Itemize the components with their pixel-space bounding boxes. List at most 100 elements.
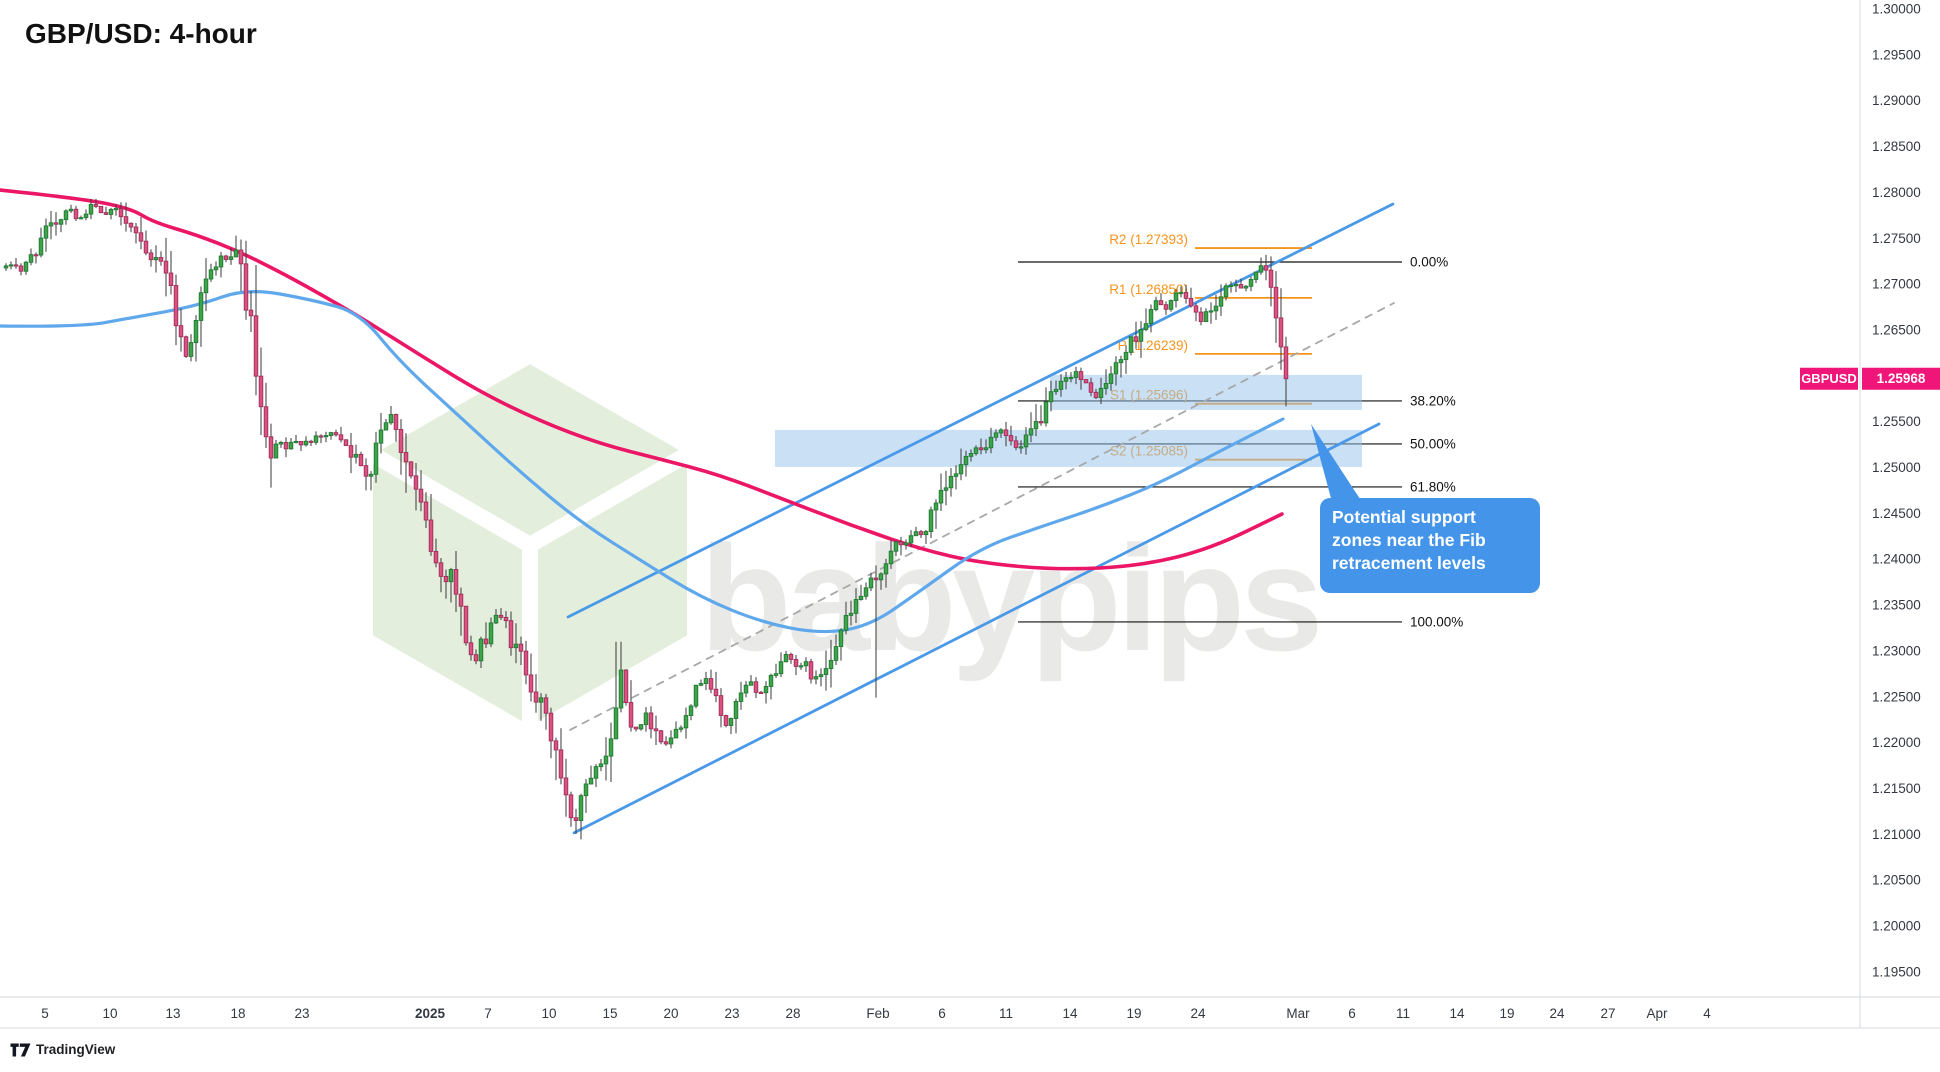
bull-candle [23, 261, 29, 272]
price-tick-label[interactable]: 1.20000 [1872, 919, 1921, 934]
time-tick-label[interactable]: 19 [1499, 1006, 1514, 1021]
annotation-callout: Potential support zones near the Fib ret… [1320, 498, 1540, 593]
bear-candle [298, 441, 304, 446]
bear-candle [753, 681, 759, 693]
time-tick-label[interactable]: 11 [999, 1006, 1013, 1021]
pivot-label: R1 (1.26850) [1109, 282, 1188, 297]
callout-pointer [1311, 424, 1362, 502]
time-tick-label[interactable]: 4 [1703, 1006, 1711, 1021]
time-tick-label[interactable]: 6 [938, 1006, 946, 1021]
time-tick-label[interactable]: 11 [1396, 1006, 1410, 1021]
bull-candle [1228, 284, 1234, 287]
bull-candle [203, 278, 209, 294]
bull-candle [1233, 284, 1239, 287]
time-tick-label[interactable]: 28 [785, 1006, 800, 1021]
bear-candle [223, 255, 229, 260]
support-zone[interactable] [775, 429, 1362, 467]
time-tick-label[interactable]: 10 [102, 1006, 117, 1021]
time-tick-label[interactable]: 2025 [415, 1006, 446, 1021]
price-tick-label[interactable]: 1.25500 [1872, 414, 1921, 429]
time-tick-label[interactable]: 6 [1348, 1006, 1356, 1021]
time-tick-label[interactable]: Mar [1286, 1006, 1310, 1021]
price-tick-label[interactable]: 1.27500 [1872, 231, 1921, 246]
bear-candle [443, 575, 449, 583]
price-tag-text: 1.25968 [1877, 371, 1926, 386]
sma-pink[interactable] [0, 188, 1284, 571]
bear-candle [1078, 371, 1084, 381]
price-tick-label[interactable]: 1.23500 [1872, 598, 1921, 613]
price-tick-label[interactable]: 1.25000 [1872, 460, 1921, 475]
bull-candle [1118, 359, 1124, 364]
bear-candle [253, 315, 259, 377]
time-tick-label[interactable]: Apr [1646, 1006, 1668, 1021]
median-dashed[interactable] [569, 302, 1395, 731]
bull-candle [228, 256, 234, 260]
time-tick-label[interactable]: 10 [541, 1006, 556, 1021]
price-tick-label[interactable]: 1.29500 [1872, 47, 1921, 62]
bull-candle [593, 766, 599, 779]
price-tick-label[interactable]: 1.21500 [1872, 781, 1921, 796]
price-tick-label[interactable]: 1.30000 [1872, 2, 1921, 17]
time-tick-label[interactable]: 19 [1126, 1006, 1141, 1021]
bull-candle [598, 763, 604, 768]
bull-candle [193, 319, 199, 344]
time-tick-label[interactable]: 23 [724, 1006, 739, 1021]
time-tick-label[interactable]: 23 [294, 1006, 309, 1021]
bull-candle [1068, 377, 1074, 380]
bull-candle [908, 535, 914, 544]
sma-pink-line [0, 188, 1284, 571]
bull-candle [288, 441, 294, 450]
bear-candle [158, 257, 164, 262]
bear-candle [623, 669, 629, 703]
candlestick-series [3, 198, 1289, 840]
channel-lower[interactable] [572, 422, 1381, 835]
bull-candle [1178, 292, 1184, 295]
bull-candle [208, 269, 214, 280]
bull-candle [948, 475, 954, 489]
price-tick-label[interactable]: 1.24000 [1872, 552, 1921, 567]
bull-candle [743, 684, 749, 694]
time-tick-label[interactable]: 24 [1190, 1006, 1206, 1021]
time-tick-label[interactable]: 27 [1600, 1006, 1615, 1021]
price-tick-label[interactable]: 1.28000 [1872, 185, 1921, 200]
bear-candle [713, 688, 719, 697]
time-tick-label[interactable]: 20 [663, 1006, 678, 1021]
price-tick-label[interactable]: 1.20500 [1872, 873, 1921, 888]
price-tick-label[interactable]: 1.29000 [1872, 93, 1921, 108]
bull-candle [328, 432, 334, 436]
bear-candle [648, 712, 654, 730]
bull-candle [273, 443, 279, 459]
bull-candle [583, 783, 589, 797]
pivot-label: P (1.26239) [1118, 338, 1188, 353]
bear-candle [403, 452, 409, 463]
time-tick-label[interactable]: 13 [165, 1006, 180, 1021]
price-tick-label[interactable]: 1.22000 [1872, 735, 1921, 750]
time-tick-label[interactable]: 14 [1449, 1006, 1465, 1021]
price-tick-label[interactable]: 1.19500 [1872, 964, 1921, 979]
price-tick-label[interactable]: 1.27000 [1872, 277, 1921, 292]
price-tick-label[interactable]: 1.28500 [1872, 139, 1921, 154]
price-tick-label[interactable]: 1.22500 [1872, 689, 1921, 704]
price-tick-label[interactable]: 1.23000 [1872, 643, 1921, 658]
bull-candle [63, 210, 69, 221]
time-tick-label[interactable]: 24 [1549, 1006, 1565, 1021]
bull-candle [983, 447, 989, 451]
price-tick-label[interactable]: 1.26500 [1872, 322, 1921, 337]
price-tick-label[interactable]: 1.24500 [1872, 506, 1921, 521]
bull-candle [688, 705, 694, 716]
price-tick-label[interactable]: 1.21000 [1872, 827, 1921, 842]
tradingview-attribution[interactable]: TradingView [10, 1042, 115, 1057]
bull-candle [1243, 285, 1249, 289]
time-tick-label[interactable]: 15 [602, 1006, 617, 1021]
time-tick-label[interactable]: 14 [1062, 1006, 1078, 1021]
support-zones [775, 374, 1362, 467]
time-tick-label[interactable]: 5 [41, 1006, 49, 1021]
bull-candle [213, 266, 219, 271]
time-tick-label[interactable]: 7 [484, 1006, 492, 1021]
bull-candle [353, 453, 359, 458]
bull-candle [1098, 387, 1104, 399]
time-tick-label[interactable]: 18 [230, 1006, 245, 1021]
bear-candle [318, 435, 324, 438]
time-tick-label[interactable]: Feb [866, 1006, 889, 1021]
